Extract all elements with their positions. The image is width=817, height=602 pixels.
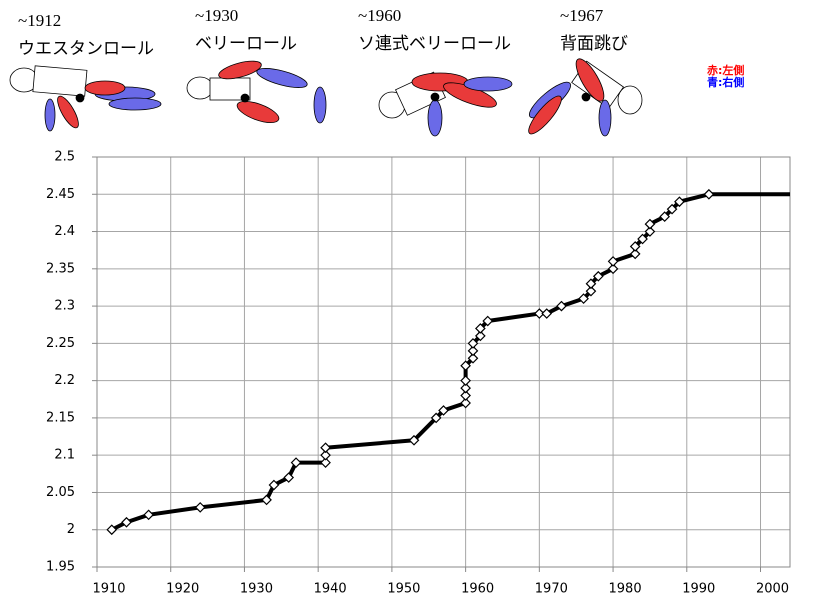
period-label: ~1960 <box>358 6 401 25</box>
record-line <box>112 194 709 529</box>
x-tick-label: 2000 <box>756 582 789 597</box>
x-tick-label: 1970 <box>535 582 568 597</box>
y-tick-label: 2.35 <box>46 261 75 276</box>
x-tick-label: 1990 <box>682 582 715 597</box>
y-tick-label: 2.25 <box>46 336 75 351</box>
period-label: ~1930 <box>195 6 238 25</box>
x-tick-label: 1910 <box>92 582 125 597</box>
y-tick-label: 2.4 <box>54 224 75 239</box>
y-tick-label: 2.45 <box>46 187 75 202</box>
record-marker <box>704 190 713 199</box>
y-tick-label: 2.15 <box>46 410 75 425</box>
y-tick-label: 2.1 <box>54 448 75 463</box>
period-label: ~1967 <box>560 6 604 25</box>
style-label: ソ連式ベリーロール <box>358 34 511 54</box>
y-tick-label: 2 <box>67 522 75 537</box>
record-marker <box>321 443 330 452</box>
style-label: 背面跳び <box>560 34 628 54</box>
y-tick-label: 2.3 <box>54 299 75 314</box>
style-label: ウエスタンロール <box>18 39 154 59</box>
side-note: 赤:左側 <box>707 63 744 77</box>
record-marker <box>461 376 470 385</box>
y-tick-label: 1.95 <box>46 560 75 575</box>
x-tick-label: 1920 <box>166 582 199 597</box>
x-tick-label: 1960 <box>461 582 494 597</box>
y-tick-label: 2.2 <box>54 373 75 388</box>
x-tick-label: 1930 <box>240 582 273 597</box>
chart: ~1912 ウエスタンロール ~1930 ベリーロール ~1960 ソ連式ベリー… <box>0 0 817 602</box>
side-note: 青:右側 <box>707 75 744 89</box>
style-label: ベリーロール <box>195 34 297 54</box>
y-tick-label: 2.5 <box>54 150 75 165</box>
x-tick-label: 1940 <box>314 582 347 597</box>
jumper-figures <box>10 55 642 138</box>
period-label: ~1912 <box>18 11 61 30</box>
x-tick-label: 1980 <box>609 582 642 597</box>
x-tick-label: 1950 <box>387 582 420 597</box>
y-tick-label: 2.05 <box>46 485 75 500</box>
record-marker <box>196 503 205 512</box>
